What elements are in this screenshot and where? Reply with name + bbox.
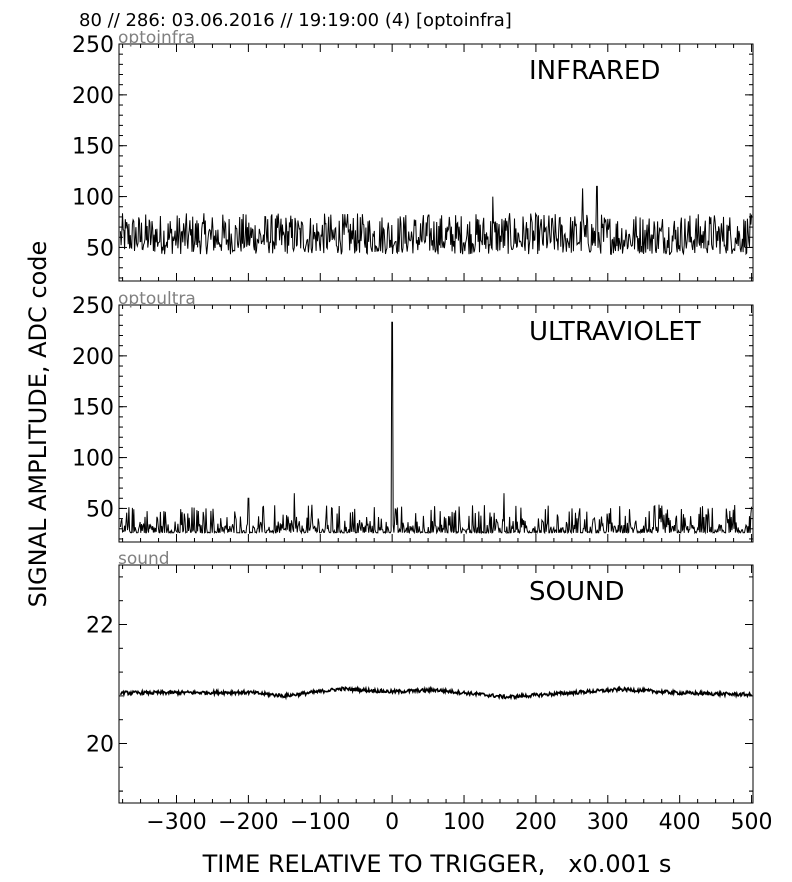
y-tick-label: 100 xyxy=(72,447,114,472)
series-line-optoultra xyxy=(119,321,753,535)
y-tick-label: 100 xyxy=(72,186,114,211)
y-tick-label: 50 xyxy=(86,497,114,522)
x-tick-label: 500 xyxy=(731,810,773,835)
panel-title: ULTRAVIOLET xyxy=(529,317,701,347)
y-tick-label: 250 xyxy=(72,33,114,58)
x-ticks: −300 −200 −100 0 100 200 300 400 500 xyxy=(122,565,773,835)
panel-title: SOUND xyxy=(529,577,624,607)
panel-optoultra: 50 100 150 200 250 optoultra ULTRAVIOLET xyxy=(72,289,754,543)
x-tick-label: 200 xyxy=(515,810,557,835)
panel-optoinfra: 50 100 150 200 250 optoinfra INFRARED xyxy=(72,28,754,282)
x-tick-label: −100 xyxy=(290,810,350,835)
panel-frame xyxy=(118,304,754,543)
x-tick-label: −300 xyxy=(146,810,206,835)
series-line-optoinfra xyxy=(119,185,753,256)
x-ticks xyxy=(122,44,753,281)
y-axis-label: SIGNAL AMPLITUDE, ADC code xyxy=(24,241,52,608)
channel-label: sound xyxy=(118,549,170,569)
y-ticks: 50 100 150 200 250 xyxy=(72,33,753,279)
y-tick-label: 22 xyxy=(86,614,114,639)
y-tick-label: 250 xyxy=(72,294,114,319)
y-tick-label: 150 xyxy=(72,396,114,421)
x-tick-label: 0 xyxy=(385,810,399,835)
x-tick-label: 400 xyxy=(659,810,701,835)
panel-sound: −300 −200 −100 0 100 200 300 400 5002022soundSOU… xyxy=(86,549,773,835)
x-tick-label: 300 xyxy=(587,810,629,835)
channel-label: optoinfra xyxy=(118,28,195,48)
x-tick-label: −200 xyxy=(218,810,278,835)
y-tick-label: 50 xyxy=(86,236,114,261)
y-tick-label: 200 xyxy=(72,84,114,109)
y-tick-label: 200 xyxy=(72,345,114,370)
x-tick-label: 100 xyxy=(443,810,485,835)
y-tick-label: 20 xyxy=(86,733,114,758)
panel-frame xyxy=(118,43,754,282)
y-tick-label: 150 xyxy=(72,135,114,160)
x-ticks xyxy=(122,305,753,542)
channel-label: optoultra xyxy=(118,289,196,309)
series-line-sound xyxy=(119,685,753,701)
panel-title: INFRARED xyxy=(529,56,660,86)
chart-header: 80 // 286: 03.06.2016 // 19:19:00 (4) [o… xyxy=(79,10,512,31)
panel-frame xyxy=(118,564,754,804)
y-ticks: 50 100 150 200 250 xyxy=(72,294,753,540)
x-axis-label: TIME RELATIVE TO TRIGGER, x0.001 s xyxy=(202,850,672,878)
